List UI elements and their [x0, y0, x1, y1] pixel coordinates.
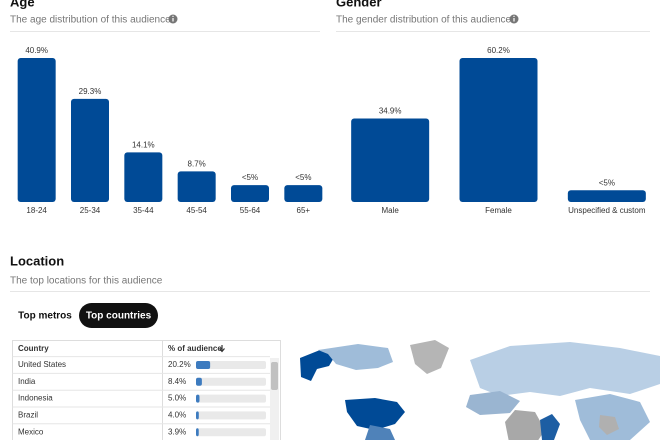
chart-subtitle: The age distribution of this audience [10, 15, 171, 26]
share-label: 5.0% [168, 394, 186, 403]
value-label: 8.7% [188, 159, 206, 168]
chart-title: Gender [336, 0, 382, 9]
column-header[interactable]: % of audience [168, 344, 222, 353]
country: Brazil [18, 411, 38, 420]
country: Indonesia [18, 394, 53, 403]
section-title: Location [10, 253, 64, 268]
share-label: 4.0% [168, 411, 186, 420]
bar [231, 185, 269, 202]
bar [177, 171, 216, 202]
country: Mexico [18, 427, 44, 436]
x-tick-label: 18-24 [26, 206, 47, 215]
share-track [196, 377, 266, 386]
x-tick-label: Female [485, 206, 512, 215]
value-label: 29.3% [79, 87, 102, 96]
value-label: 40.9% [25, 46, 48, 55]
value-label: 34.9% [379, 107, 402, 116]
value-label: <5% [599, 178, 615, 187]
bar [351, 118, 430, 202]
section-subtitle: The top locations for this audience [10, 276, 163, 287]
bar [567, 190, 646, 202]
scrollbar[interactable] [270, 358, 279, 440]
x-tick-label: Unspecified & custom [568, 206, 646, 215]
share-bar [196, 428, 199, 437]
bar [284, 185, 323, 202]
tab-active[interactable] [79, 303, 158, 328]
share-label: 8.4% [168, 377, 186, 386]
info-icon[interactable] [168, 14, 178, 24]
scrollbar-thumb[interactable] [271, 362, 278, 390]
country: India [18, 377, 36, 386]
bar [71, 98, 109, 202]
sort-icon[interactable] [219, 345, 225, 353]
x-tick-label: 25-34 [80, 206, 101, 215]
value-label: 14.1% [132, 140, 155, 149]
value-label: 60.2% [487, 46, 510, 55]
tab[interactable]: Top metros [18, 311, 72, 322]
x-tick-label: 55-64 [240, 206, 261, 215]
share-bar [196, 361, 211, 369]
share-track [196, 394, 266, 403]
share-bar [196, 377, 202, 386]
info-icon[interactable] [509, 14, 519, 24]
world-map [300, 340, 660, 440]
share-bar [196, 411, 199, 420]
bar [124, 152, 163, 202]
value-label: <5% [242, 173, 258, 182]
chart-title: Age [10, 0, 35, 9]
column-header[interactable]: Country [18, 344, 49, 353]
x-tick-label: 45-54 [186, 206, 207, 215]
country: United States [18, 360, 66, 369]
tab[interactable]: Top countries [86, 311, 152, 322]
bar [17, 58, 56, 202]
value-label: <5% [295, 173, 311, 182]
x-tick-label: Male [381, 206, 399, 215]
x-tick-label: 35-44 [133, 206, 154, 215]
chart-subtitle: The gender distribution of this audience [336, 15, 512, 26]
bar [459, 58, 538, 202]
share-bar [196, 394, 200, 403]
share-label: 20.2% [168, 360, 191, 369]
share-track [196, 361, 266, 369]
share-track [196, 428, 266, 437]
share-track [196, 411, 266, 420]
share-label: 3.9% [168, 427, 186, 436]
x-tick-label: 65+ [297, 206, 311, 215]
